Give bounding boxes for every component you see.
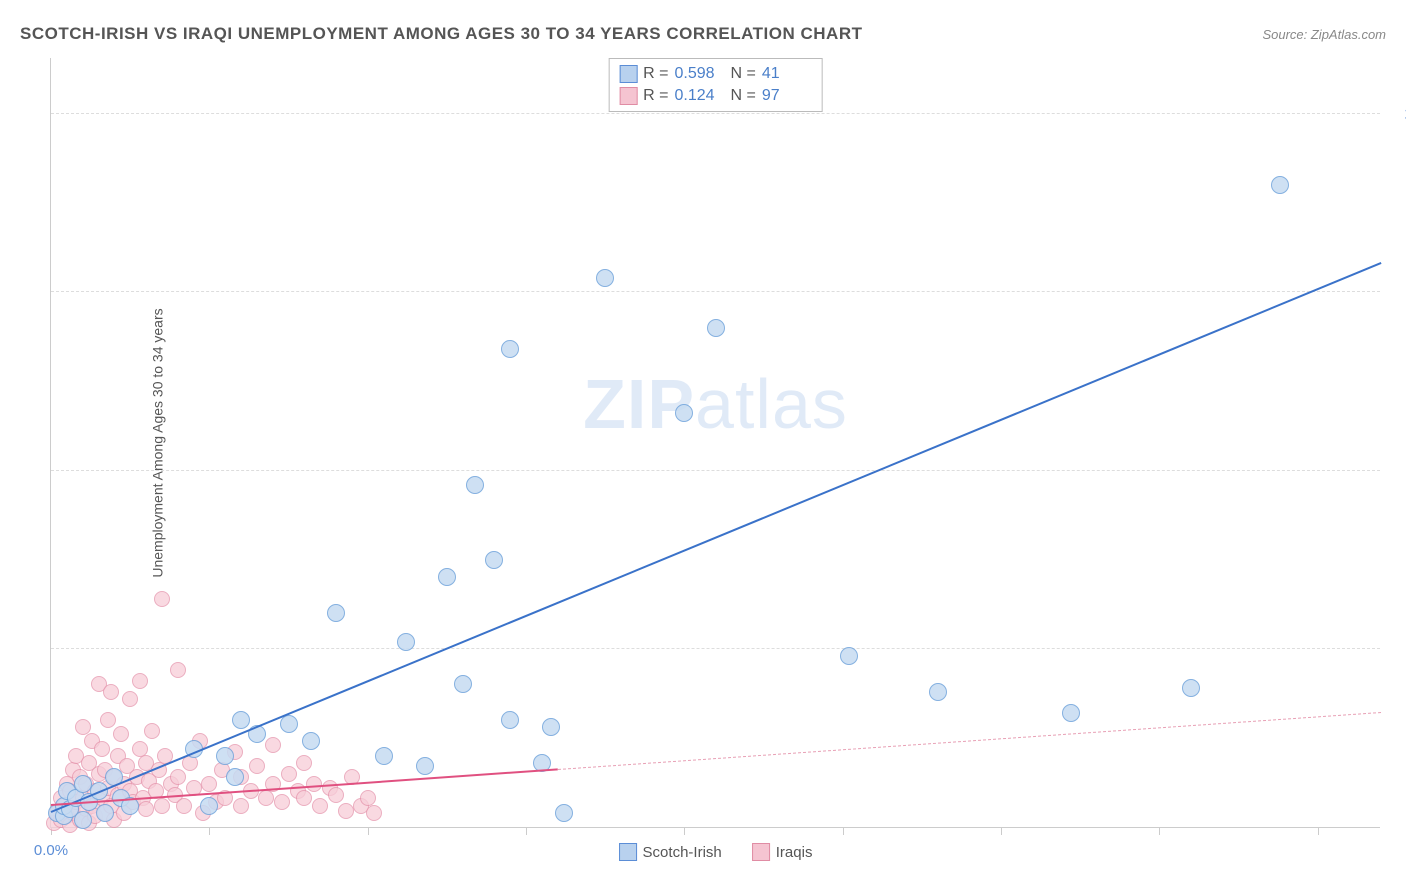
legend: Scotch-Irish Iraqis [619,843,813,861]
scatter-point-scotch-irish [302,732,320,750]
scatter-point-iraqis [170,662,186,678]
x-tick [1159,827,1160,835]
swatch-scotch-irish-icon [619,65,637,83]
scatter-point-scotch-irish [929,683,947,701]
gridline [51,470,1380,471]
scatter-point-scotch-irish [375,747,393,765]
scatter-point-iraqis [265,737,281,753]
scatter-point-iraqis [122,691,138,707]
scatter-point-iraqis [154,591,170,607]
scatter-point-scotch-irish [596,269,614,287]
scatter-point-scotch-irish [1062,704,1080,722]
scatter-point-scotch-irish [840,647,858,665]
legend-label-iraqis: Iraqis [776,844,813,861]
scatter-point-iraqis [113,726,129,742]
scatter-point-iraqis [296,790,312,806]
scatter-point-scotch-irish [501,340,519,358]
x-tick [1318,827,1319,835]
chart-source: Source: ZipAtlas.com [1262,27,1386,42]
scatter-point-scotch-irish [96,804,114,822]
scatter-point-scotch-irish [707,319,725,337]
scatter-point-iraqis [312,798,328,814]
scatter-point-iraqis [103,684,119,700]
scatter-point-scotch-irish [454,675,472,693]
stats-row-scotch-irish: R = 0.598 N = 41 [619,63,812,85]
scatter-point-iraqis [258,790,274,806]
gridline [51,648,1380,649]
r-label: R = [643,87,668,105]
stats-box: R = 0.598 N = 41 R = 0.124 N = 97 [608,58,823,112]
scatter-point-iraqis [296,755,312,771]
scatter-point-iraqis [366,805,382,821]
legend-swatch-scotch-irish-icon [619,843,637,861]
scatter-point-scotch-irish [74,811,92,829]
scatter-point-scotch-irish [501,711,519,729]
x-tick [526,827,527,835]
scatter-point-iraqis [170,769,186,785]
swatch-iraqis-icon [619,87,637,105]
scatter-point-iraqis [100,712,116,728]
r-value-scotch-irish: 0.598 [675,65,725,83]
scatter-point-scotch-irish [485,551,503,569]
legend-swatch-iraqis-icon [752,843,770,861]
scatter-point-scotch-irish [555,804,573,822]
scatter-point-scotch-irish [1182,679,1200,697]
scatter-point-scotch-irish [226,768,244,786]
scatter-point-iraqis [144,723,160,739]
y-tick-label: 25.0% [1390,640,1406,657]
scatter-point-scotch-irish [438,568,456,586]
scatter-point-scotch-irish [200,797,218,815]
scatter-point-scotch-irish [397,633,415,651]
x-tick [209,827,210,835]
gridline [51,113,1380,114]
x-tick [684,827,685,835]
scatter-point-iraqis [75,719,91,735]
scatter-point-scotch-irish [416,757,434,775]
scatter-point-scotch-irish [1271,176,1289,194]
legend-label-scotch-irish: Scotch-Irish [643,844,722,861]
scatter-point-iraqis [201,776,217,792]
legend-item-iraqis: Iraqis [752,843,813,861]
scatter-point-iraqis [94,741,110,757]
scatter-point-iraqis [176,798,192,814]
scatter-point-iraqis [338,803,354,819]
trendline-scotch-irish [51,262,1382,813]
n-label: N = [731,87,756,105]
scatter-point-scotch-irish [466,476,484,494]
scatter-point-iraqis [328,787,344,803]
plot-area: Unemployment Among Ages 30 to 34 years Z… [50,58,1380,828]
scatter-point-iraqis [233,798,249,814]
x-tick [368,827,369,835]
legend-item-scotch-irish: Scotch-Irish [619,843,722,861]
scatter-point-scotch-irish [232,711,250,729]
r-label: R = [643,65,668,83]
scatter-point-scotch-irish [542,718,560,736]
scatter-point-scotch-irish [216,747,234,765]
r-value-iraqis: 0.124 [675,87,725,105]
gridline [51,291,1380,292]
stats-row-iraqis: R = 0.124 N = 97 [619,85,812,107]
scatter-point-scotch-irish [327,604,345,622]
y-axis-title: Unemployment Among Ages 30 to 34 years [150,308,166,577]
x-tick [843,827,844,835]
x-tick [1001,827,1002,835]
scatter-point-iraqis [281,766,297,782]
scatter-point-iraqis [274,794,290,810]
n-label: N = [731,65,756,83]
x-tick-label: 0.0% [34,842,68,859]
scatter-point-iraqis [249,758,265,774]
y-tick-label: 50.0% [1390,462,1406,479]
n-value-scotch-irish: 41 [762,65,812,83]
watermark: ZIPatlas [583,364,848,444]
n-value-iraqis: 97 [762,87,812,105]
scatter-point-iraqis [132,673,148,689]
y-tick-label: 100.0% [1390,106,1406,123]
trendline-iraqis-dashed [558,712,1381,770]
y-tick-label: 75.0% [1390,284,1406,301]
scatter-point-iraqis [138,801,154,817]
scatter-point-scotch-irish [675,404,693,422]
chart-title: SCOTCH-IRISH VS IRAQI UNEMPLOYMENT AMONG… [20,24,862,44]
